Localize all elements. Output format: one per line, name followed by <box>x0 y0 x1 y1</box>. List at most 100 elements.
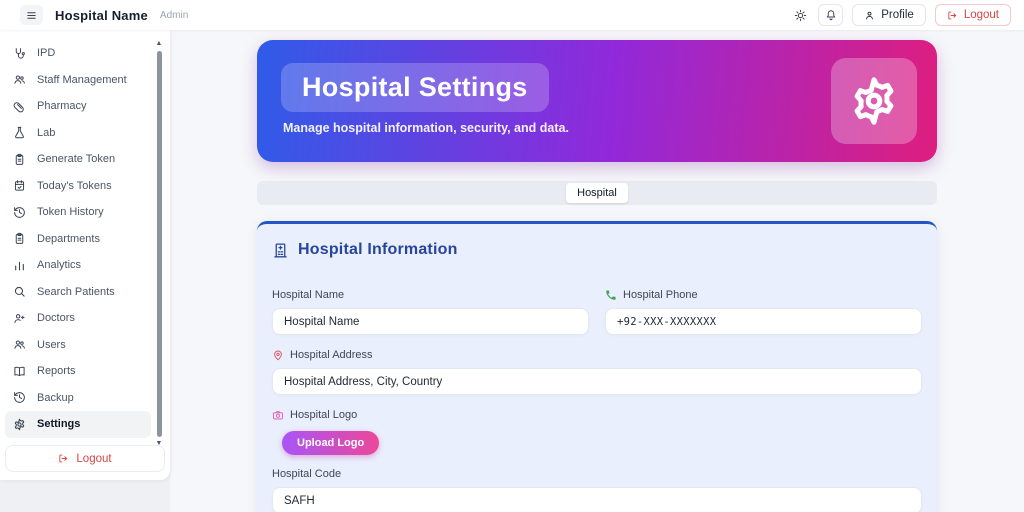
clipboard-icon <box>13 232 26 245</box>
sidebar-item-analytics[interactable]: Analytics <box>5 252 151 279</box>
hospital-name-input[interactable] <box>272 308 589 335</box>
sidebar-item-pharmacy[interactable]: Pharmacy <box>5 93 151 120</box>
hospital-code-field-group: Hospital Code <box>272 468 922 512</box>
hospital-code-input[interactable] <box>272 487 922 512</box>
tab-hospital[interactable]: Hospital <box>566 183 628 203</box>
sidebar-item-reports[interactable]: Reports <box>5 358 151 385</box>
sidebar-item-label: Staff Management <box>37 73 127 86</box>
sidebar-item-label: Reports <box>37 365 76 378</box>
sidebar-item-label: Users <box>37 338 66 351</box>
topbar-left: Hospital Name Admin <box>20 5 188 25</box>
sun-icon <box>794 9 807 22</box>
users-icon <box>13 338 26 351</box>
hospital-address-field-group: Hospital Address <box>272 349 922 395</box>
sidebar-item-lab[interactable]: Lab <box>5 120 151 147</box>
settings-banner: Hospital Settings Manage hospital inform… <box>257 40 937 162</box>
sidebar-item-label: Doctors <box>37 312 75 325</box>
sidebar: IPD Staff Management Pharmacy Lab Genera… <box>0 30 170 480</box>
hospital-address-label-text: Hospital Address <box>290 349 373 361</box>
hospital-code-label: Hospital Code <box>272 468 342 480</box>
flask-icon <box>13 126 26 139</box>
scroll-up-icon[interactable]: ▲ <box>155 40 163 47</box>
scrollbar-thumb[interactable] <box>156 51 162 437</box>
admin-badge: Admin <box>159 9 189 21</box>
phone-icon <box>605 289 617 301</box>
sidebar-item-generate-token[interactable]: Generate Token <box>5 146 151 173</box>
tab-strip: Hospital <box>257 181 937 205</box>
sidebar-item-label: Backup <box>37 391 74 404</box>
sidebar-item-departments[interactable]: Departments <box>5 226 151 253</box>
book-icon <box>13 365 26 378</box>
hospital-phone-field-group: Hospital Phone <box>605 289 922 335</box>
topbar-right: Profile Logout <box>792 4 1011 26</box>
sidebar-item-label: Settings <box>37 418 81 431</box>
sidebar-item-label: Token History <box>37 206 104 219</box>
sidebar-logout-label: Logout <box>76 452 112 465</box>
hospital-logo-label-text: Hospital Logo <box>290 409 358 421</box>
logout-button-top[interactable]: Logout <box>934 4 1011 26</box>
history-icon <box>13 206 26 219</box>
hospital-address-input[interactable] <box>272 368 922 395</box>
sidebar-item-settings[interactable]: Settings <box>5 411 151 438</box>
banner-gear-badge <box>831 58 917 144</box>
card-title: Hospital Information <box>298 241 458 258</box>
profile-button[interactable]: Profile <box>852 4 926 26</box>
sidebar-item-users[interactable]: Users <box>5 332 151 359</box>
sidebar-item-label: Pharmacy <box>37 100 87 113</box>
gear-icon <box>848 75 900 127</box>
hospital-logo-label: Hospital Logo <box>272 409 922 421</box>
hospital-name-field-group: Hospital Name <box>272 289 589 335</box>
users-icon <box>13 73 26 86</box>
sidebar-item-label: Analytics <box>37 259 82 272</box>
calendar-icon <box>13 179 26 192</box>
sidebar-item-label: Lab <box>37 126 56 139</box>
sidebar-scrollbar[interactable]: ▲ ▼ <box>154 40 164 448</box>
page-title: Hospital Settings <box>302 72 528 102</box>
sidebar-item-ipd[interactable]: IPD <box>5 40 151 67</box>
search-icon <box>13 285 26 298</box>
hospital-building-icon <box>272 242 289 259</box>
scroll-down-icon[interactable]: ▼ <box>155 440 163 447</box>
sidebar-item-label: Generate Token <box>37 153 116 166</box>
sidebar-item-label: Search Patients <box>37 285 115 298</box>
gear-icon <box>13 418 26 431</box>
sidebar-item-label: IPD <box>37 47 56 60</box>
page-subtitle: Manage hospital information, security, a… <box>283 121 569 135</box>
hospital-phone-label-text: Hospital Phone <box>623 289 698 301</box>
sidebar-item-label: Today's Tokens <box>37 179 112 192</box>
app-title: Hospital Name <box>55 7 148 23</box>
hospital-info-form: Hospital Name Hospital Phone Ho <box>272 289 922 512</box>
user-plus-icon <box>13 312 26 325</box>
hospital-name-label: Hospital Name <box>272 289 345 301</box>
logout-button-sidebar[interactable]: Logout <box>5 445 165 472</box>
sidebar-item-doctors[interactable]: Doctors <box>5 305 151 332</box>
hospital-information-card: Hospital Information Hospital Name Hospi… <box>257 221 937 512</box>
bell-icon <box>825 9 837 21</box>
profile-label: Profile <box>881 9 914 21</box>
sidebar-item-label: Departments <box>37 232 100 245</box>
topbar: Hospital Name Admin Profile Logout <box>0 0 1024 30</box>
hospital-phone-input[interactable] <box>605 308 922 335</box>
bar-chart-icon <box>13 259 26 272</box>
sidebar-item-todays-tokens[interactable]: Today's Tokens <box>5 173 151 200</box>
upload-logo-button[interactable]: Upload Logo <box>282 431 380 455</box>
sidebar-item-search-patients[interactable]: Search Patients <box>5 279 151 306</box>
banner-title-pill: Hospital Settings <box>281 63 549 112</box>
hamburger-icon <box>26 10 37 21</box>
hamburger-menu-button[interactable] <box>20 5 43 25</box>
logout-icon <box>58 453 69 464</box>
pill-icon <box>13 100 26 113</box>
sidebar-item-staff-management[interactable]: Staff Management <box>5 67 151 94</box>
logout-icon <box>947 10 958 21</box>
camera-icon <box>272 409 284 421</box>
sidebar-item-backup[interactable]: Backup <box>5 385 151 412</box>
stethoscope-icon <box>13 47 26 60</box>
sidebar-item-token-history[interactable]: Token History <box>5 199 151 226</box>
theme-toggle-button[interactable] <box>792 7 809 24</box>
person-icon <box>864 10 875 21</box>
notifications-button[interactable] <box>818 4 844 26</box>
hospital-address-label: Hospital Address <box>272 349 922 361</box>
sidebar-nav: IPD Staff Management Pharmacy Lab Genera… <box>5 40 165 447</box>
name-phone-row: Hospital Name Hospital Phone <box>272 289 922 335</box>
hospital-phone-label: Hospital Phone <box>605 289 922 301</box>
